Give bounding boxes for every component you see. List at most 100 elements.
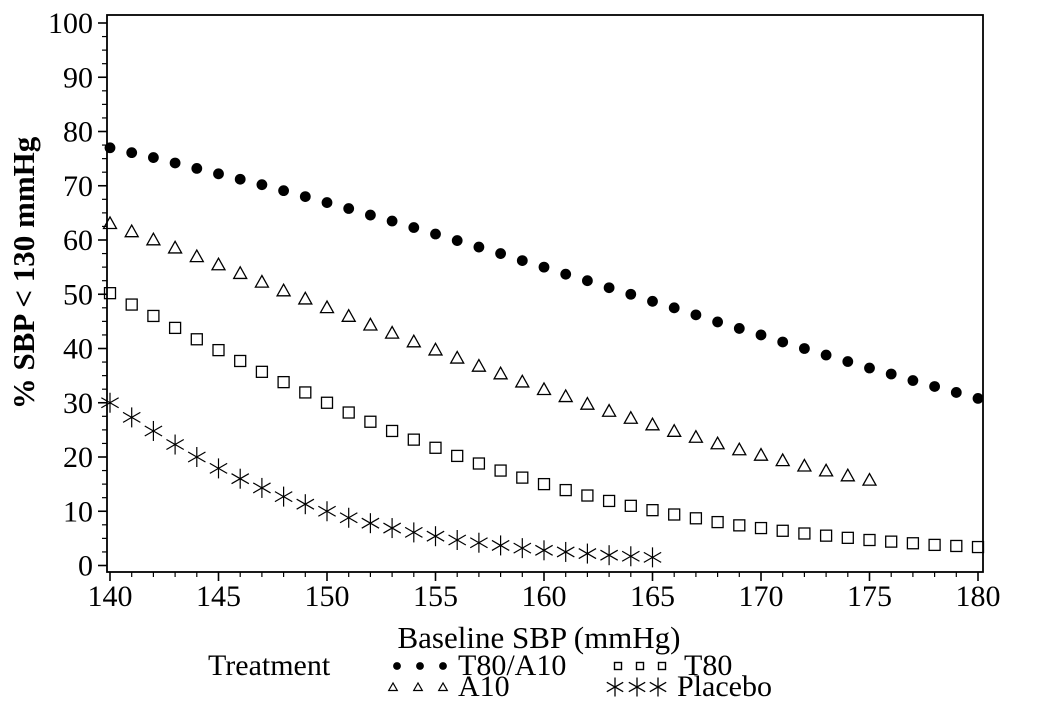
open-triangle-marker — [709, 435, 726, 450]
open-triangle-marker — [579, 396, 596, 410]
filled-circle-marker — [712, 316, 723, 328]
filled-circle-marker — [451, 235, 463, 246]
filled-circle-marker — [473, 241, 485, 253]
open-square-marker — [277, 375, 290, 389]
asterisk-marker — [621, 546, 640, 567]
asterisk-marker — [383, 518, 402, 539]
open-triangle-marker — [362, 317, 379, 331]
y-tick-label: 50 — [63, 278, 93, 311]
y-tick-label: 40 — [63, 333, 93, 366]
filled-circle-marker — [148, 152, 159, 163]
open-triangle-marker — [861, 472, 878, 486]
x-tick-label: 160 — [522, 580, 567, 613]
open-square-marker — [668, 508, 681, 521]
open-triangle-marker — [688, 429, 704, 443]
y-tick-label: 90 — [63, 61, 93, 94]
asterisk-marker — [144, 420, 163, 441]
asterisk-marker — [187, 447, 206, 467]
x-tick-label: 170 — [739, 580, 784, 613]
legend-entry-label: T80/A10 — [458, 649, 567, 682]
filled-circle-marker — [386, 215, 398, 227]
open-triangle-marker — [406, 333, 422, 348]
open-triangle-marker — [471, 358, 487, 372]
open-square-marker — [646, 504, 659, 517]
filled-circle-marker — [538, 261, 550, 273]
filled-circle-marker — [516, 255, 528, 267]
open-triangle-marker — [275, 282, 292, 297]
filled-circle-marker — [343, 203, 355, 214]
filled-circle-marker — [907, 375, 919, 386]
y-tick-label: 20 — [63, 441, 93, 474]
open-triangle-marker — [644, 416, 661, 431]
filled-circle-marker — [104, 142, 116, 154]
open-square-marker — [320, 396, 334, 409]
open-triangle-marker — [601, 403, 617, 417]
filled-circle-marker — [299, 191, 311, 203]
open-triangle-marker — [623, 410, 639, 424]
legend-entry-placebo: Placebo — [605, 670, 772, 703]
open-square-marker — [624, 499, 637, 512]
filled-circle-marker — [755, 329, 767, 341]
legend-entry-a10: A10 — [386, 672, 510, 702]
open-square-marker — [950, 539, 963, 553]
open-triangle-marker — [319, 299, 335, 314]
open-square-marker — [364, 415, 377, 428]
legend-entry-t80a10: T80/A10 — [390, 649, 567, 682]
open-square-marker — [863, 533, 876, 547]
y-tick-label: 0 — [78, 550, 93, 583]
legend-entry-label: Placebo — [677, 670, 772, 703]
asterisk-marker — [318, 501, 336, 522]
filled-circle-marker — [278, 185, 289, 197]
asterisk-marker — [643, 547, 662, 568]
legend-title: Treatment — [208, 649, 331, 682]
x-tick-label: 145 — [196, 580, 241, 613]
filled-circle-marker — [885, 368, 897, 380]
y-tick-label: 100 — [48, 7, 93, 40]
y-tick-label: 70 — [63, 170, 93, 203]
open-square-marker — [407, 433, 420, 446]
open-square-marker — [299, 386, 312, 399]
open-square-marker — [885, 535, 898, 548]
open-triangle-marker — [102, 215, 118, 230]
open-square-marker — [559, 483, 572, 497]
filled-circle-marker — [842, 356, 854, 367]
open-triangle-markers-icon — [387, 681, 449, 692]
open-triangle-marker — [818, 462, 834, 477]
filled-circle-marker — [430, 228, 441, 240]
open-triangle-marker — [449, 350, 465, 364]
asterisk-marker — [448, 530, 467, 551]
open-square-marker — [689, 512, 703, 525]
open-square-marker — [581, 489, 594, 502]
asterisk-marker — [469, 532, 488, 553]
x-tick-label: 155 — [413, 580, 458, 613]
open-square-marker — [494, 464, 507, 477]
asterisk-marker — [600, 545, 619, 566]
open-triangle-marker — [731, 441, 747, 456]
asterisk-marker — [122, 407, 141, 428]
open-square-marker — [906, 537, 920, 550]
open-square-marker — [103, 287, 117, 300]
y-axis-title: % SBP < 130 mmHg — [6, 136, 41, 410]
open-triangle-marker — [384, 325, 400, 339]
open-triangle-marker — [775, 452, 791, 467]
filled-circle-marker — [647, 295, 658, 307]
filled-circle-marker — [213, 168, 224, 180]
open-square-marker — [190, 333, 203, 346]
asterisk-marker — [426, 526, 445, 547]
open-square-marker — [125, 298, 138, 311]
open-square-marker — [928, 538, 941, 552]
open-square-marker — [733, 519, 746, 532]
open-triangle-marker — [840, 467, 856, 482]
asterisk-marker — [556, 541, 575, 562]
open-triangle-marker — [189, 248, 205, 263]
open-square-marker — [385, 424, 399, 438]
filled-circle-marker — [777, 336, 789, 348]
open-triangle-marker — [124, 223, 140, 238]
open-triangle-marker — [145, 231, 162, 246]
open-square-marker — [602, 494, 616, 508]
filled-circle-marker — [972, 393, 984, 404]
filled-circle-marker — [690, 309, 702, 321]
x-tick-label: 175 — [847, 580, 892, 613]
open-square-marker — [776, 524, 789, 537]
